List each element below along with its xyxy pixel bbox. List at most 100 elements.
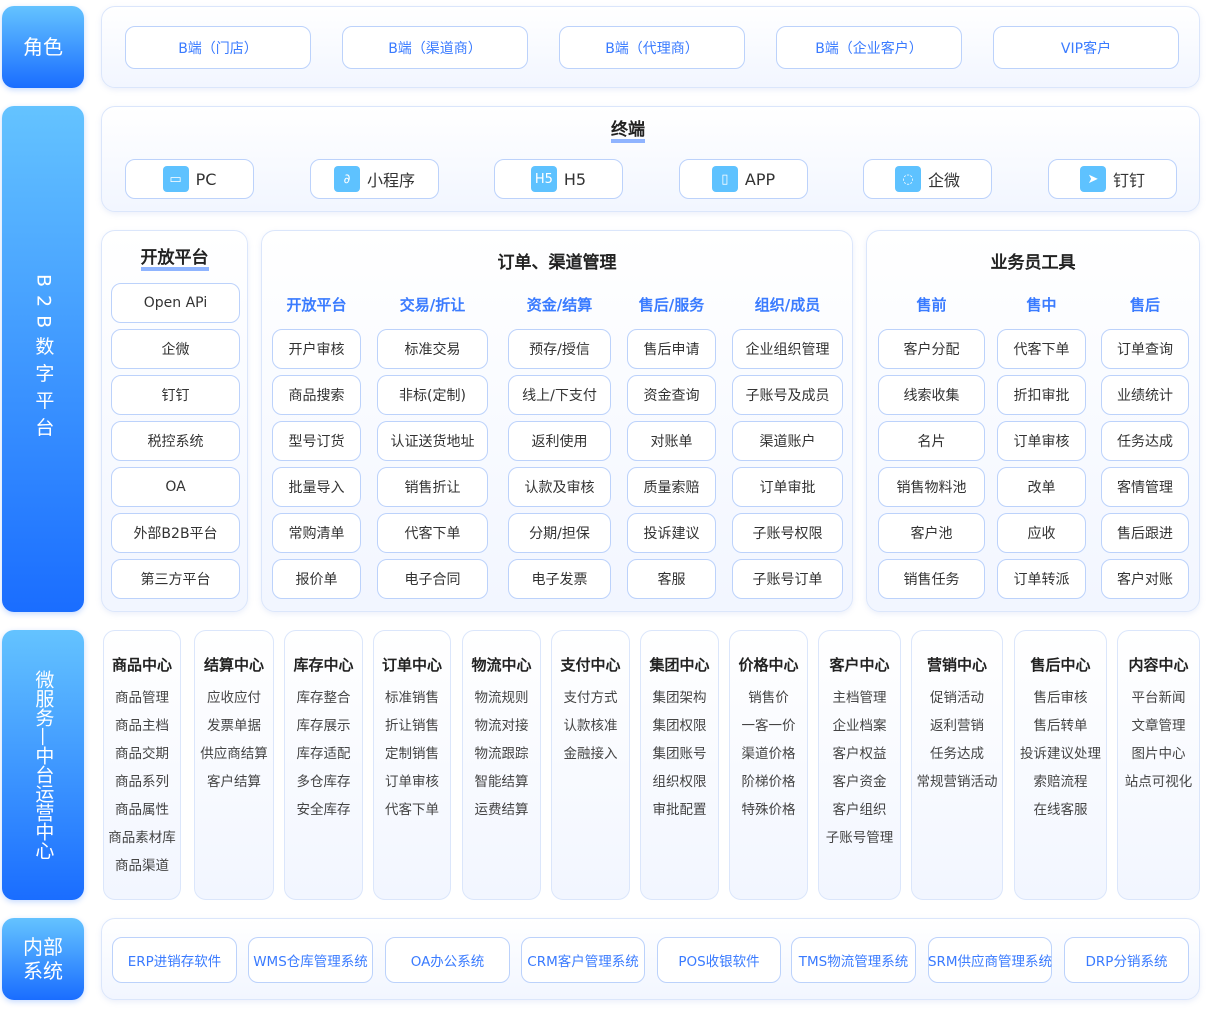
function-item[interactable]: 订单转派: [997, 559, 1086, 599]
function-item-label: 非标(定制): [399, 388, 466, 404]
monitor-icon: ▭: [162, 166, 189, 192]
function-item[interactable]: 子账号权限: [732, 513, 843, 553]
micro-center-card: 营销中心 促销活动 返利营销 任务达成 常规营销活动: [911, 630, 1003, 900]
function-item[interactable]: 质量索赔: [627, 467, 716, 507]
function-item[interactable]: 标准交易: [377, 329, 488, 369]
function-item[interactable]: 售后跟进: [1101, 513, 1189, 553]
function-item[interactable]: 认款及审核: [508, 467, 611, 507]
function-item[interactable]: 常购清单: [272, 513, 361, 553]
function-item[interactable]: 订单审核: [997, 421, 1086, 461]
function-item-label: 资金查询: [643, 388, 700, 404]
function-item[interactable]: 资金查询: [627, 375, 716, 415]
function-item[interactable]: 报价单: [272, 559, 361, 599]
internal-system-button[interactable]: TMS物流管理系统: [791, 937, 916, 983]
role-button[interactable]: B端（代理商）: [559, 26, 745, 69]
function-item[interactable]: 名片: [878, 421, 985, 461]
role-button-label: B端（代理商）: [605, 40, 699, 57]
function-item[interactable]: 批量导入: [272, 467, 361, 507]
micro-center-item: 应收应付: [207, 690, 261, 706]
function-item[interactable]: 认证送货地址: [377, 421, 488, 461]
open-platform-item[interactable]: 钉钉: [111, 375, 240, 415]
internal-system-button-label: WMS仓库管理系统: [253, 954, 368, 970]
function-item[interactable]: 线索收集: [878, 375, 985, 415]
function-item[interactable]: 代客下单: [997, 329, 1086, 369]
micro-center-item: 供应商结算: [200, 746, 268, 762]
internal-system-button[interactable]: ERP进销存软件: [112, 937, 237, 983]
function-item[interactable]: 代客下单: [377, 513, 488, 553]
micro-center-item: 多仓库存: [296, 774, 351, 790]
function-item[interactable]: 子账号订单: [732, 559, 843, 599]
function-item[interactable]: 渠道账户: [732, 421, 843, 461]
terminal-button[interactable]: ∂ 小程序: [310, 159, 439, 199]
function-item[interactable]: 电子合同: [377, 559, 488, 599]
function-item[interactable]: 客户对账: [1101, 559, 1189, 599]
function-item-label: 返利使用: [531, 434, 588, 450]
open-platform-item-label: 外部B2B平台: [133, 526, 218, 542]
open-platform-item[interactable]: Open APi: [111, 283, 240, 323]
function-item[interactable]: 改单: [997, 467, 1086, 507]
function-item[interactable]: 型号订货: [272, 421, 361, 461]
open-platform-item[interactable]: 外部B2B平台: [111, 513, 240, 553]
function-item[interactable]: 订单查询: [1101, 329, 1189, 369]
function-item[interactable]: 开户审核: [272, 329, 361, 369]
function-item[interactable]: 返利使用: [508, 421, 611, 461]
function-item[interactable]: 销售任务: [878, 559, 985, 599]
role-button[interactable]: B端（门店）: [125, 26, 311, 69]
micro-center-title: 结算中心: [203, 656, 264, 674]
micro-center-item: 代客下单: [385, 802, 439, 818]
open-platform-item[interactable]: OA: [111, 467, 240, 507]
role-label: 角色: [2, 6, 84, 88]
function-item-label: 预存/授信: [529, 342, 590, 358]
internal-system-button[interactable]: SRM供应商管理系统: [928, 937, 1052, 983]
micro-center-item: 客户组织: [832, 802, 887, 818]
column-header: 资金/结算: [526, 296, 593, 314]
function-item[interactable]: 应收: [997, 513, 1086, 553]
function-item[interactable]: 分期/担保: [508, 513, 611, 553]
function-item[interactable]: 折扣审批: [997, 375, 1086, 415]
function-item[interactable]: 商品搜索: [272, 375, 361, 415]
open-platform-item[interactable]: 税控系统: [111, 421, 240, 461]
role-button[interactable]: VIP客户: [993, 26, 1179, 69]
function-item[interactable]: 线上/下支付: [508, 375, 611, 415]
function-item[interactable]: 销售折让: [377, 467, 488, 507]
role-button[interactable]: B端（渠道商）: [342, 26, 528, 69]
function-item[interactable]: 投诉建议: [627, 513, 716, 553]
function-item[interactable]: 企业组织管理: [732, 329, 843, 369]
terminal-button-label: 钉钉: [1112, 171, 1145, 190]
function-item[interactable]: 客情管理: [1101, 467, 1189, 507]
internal-system-button[interactable]: CRM客户管理系统: [521, 937, 645, 983]
column-header: 售后/服务: [638, 296, 705, 314]
open-platform-item[interactable]: 第三方平台: [111, 559, 240, 599]
platform-label: B2B数字平台: [2, 106, 84, 612]
terminal-button[interactable]: H5 H5: [494, 159, 623, 199]
internal-system-button[interactable]: WMS仓库管理系统: [248, 937, 373, 983]
internal-system-button-label: TMS物流管理系统: [798, 954, 909, 970]
function-item[interactable]: 客服: [627, 559, 716, 599]
function-item[interactable]: 任务达成: [1101, 421, 1189, 461]
function-item[interactable]: 子账号及成员: [732, 375, 843, 415]
open-platform-item[interactable]: 企微: [111, 329, 240, 369]
role-button[interactable]: B端（企业客户）: [776, 26, 962, 69]
function-item[interactable]: 售后申请: [627, 329, 716, 369]
function-item[interactable]: 业绩统计: [1101, 375, 1189, 415]
function-item-label: 分期/担保: [529, 526, 590, 542]
internal-system-button[interactable]: OA办公系统: [385, 937, 510, 983]
internal-system-button[interactable]: DRP分销系统: [1064, 937, 1189, 983]
function-item[interactable]: 电子发票: [508, 559, 611, 599]
function-item[interactable]: 非标(定制): [377, 375, 488, 415]
micro-center-item: 文章管理: [1131, 718, 1186, 734]
function-item[interactable]: 销售物料池: [878, 467, 985, 507]
terminal-button[interactable]: ◌ 企微: [863, 159, 992, 199]
terminal-button[interactable]: ➤ 钉钉: [1048, 159, 1177, 199]
micro-center-item: 在线客服: [1033, 802, 1088, 818]
function-item[interactable]: 客户分配: [878, 329, 985, 369]
function-item[interactable]: 预存/授信: [508, 329, 611, 369]
internal-system-button[interactable]: POS收银软件: [657, 937, 781, 983]
terminal-button[interactable]: ▭ PC: [125, 159, 254, 199]
micro-center-card: 支付中心 支付方式 认款核准 金融接入: [551, 630, 630, 900]
micro-center-item: 站点可视化: [1124, 774, 1193, 790]
function-item[interactable]: 对账单: [627, 421, 716, 461]
function-item[interactable]: 客户池: [878, 513, 985, 553]
function-item[interactable]: 订单审批: [732, 467, 843, 507]
terminal-button[interactable]: ▯ APP: [679, 159, 808, 199]
